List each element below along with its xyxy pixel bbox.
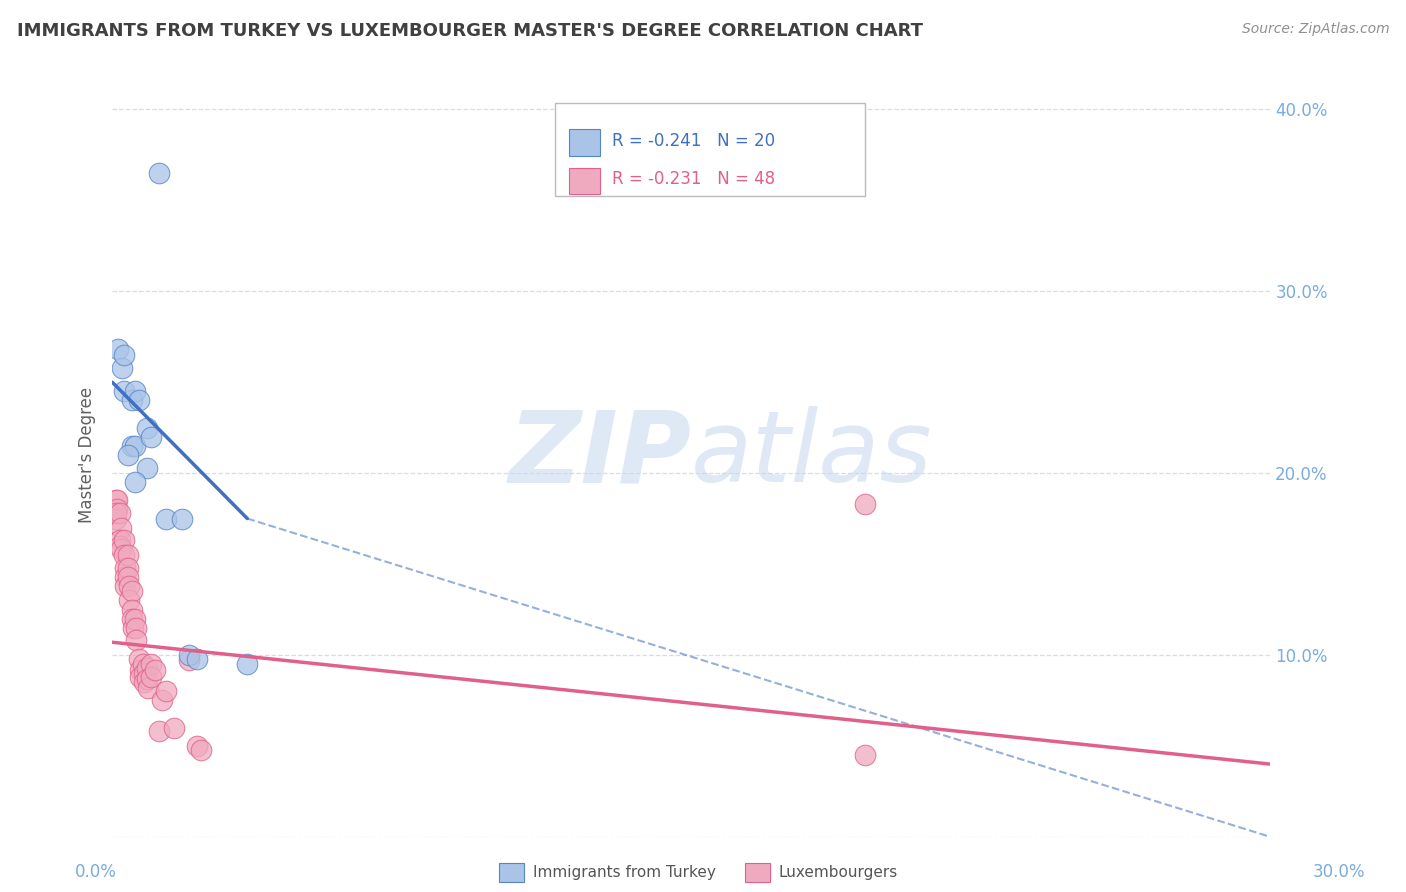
- Point: [112, 548, 135, 562]
- Point: [186, 739, 208, 753]
- Text: ZIP: ZIP: [509, 407, 692, 503]
- Point: [121, 584, 143, 599]
- Point: [110, 542, 132, 557]
- Point: [121, 602, 143, 616]
- Text: IMMIGRANTS FROM TURKEY VS LUXEMBOURGER MASTER'S DEGREE CORRELATION CHART: IMMIGRANTS FROM TURKEY VS LUXEMBOURGER M…: [17, 22, 922, 40]
- Point: [105, 502, 128, 516]
- Point: [110, 539, 132, 553]
- Point: [129, 670, 152, 684]
- Point: [124, 475, 146, 490]
- Point: [141, 670, 163, 684]
- Text: R = -0.231   N = 48: R = -0.231 N = 48: [612, 170, 775, 188]
- Point: [148, 166, 170, 180]
- Point: [124, 612, 146, 626]
- Point: [112, 533, 135, 548]
- Point: [110, 521, 132, 535]
- Point: [105, 493, 128, 508]
- Point: [105, 506, 128, 520]
- Point: [114, 560, 136, 574]
- Point: [114, 570, 136, 584]
- Point: [117, 570, 139, 584]
- Point: [111, 360, 134, 375]
- Point: [121, 393, 143, 408]
- Point: [105, 493, 128, 508]
- Point: [163, 721, 186, 735]
- Point: [124, 439, 146, 453]
- Point: [108, 506, 131, 520]
- Point: [132, 675, 155, 690]
- Point: [190, 742, 212, 756]
- Text: 30.0%: 30.0%: [1312, 863, 1365, 881]
- Point: [152, 693, 174, 707]
- Point: [118, 593, 141, 607]
- Point: [136, 420, 159, 434]
- Point: [125, 633, 148, 648]
- Point: [132, 657, 155, 671]
- Y-axis label: Master's Degree: Master's Degree: [79, 387, 96, 523]
- Point: [170, 511, 193, 525]
- Point: [136, 681, 159, 695]
- Point: [121, 621, 143, 635]
- Point: [128, 663, 150, 677]
- Point: [117, 560, 139, 574]
- Point: [121, 439, 143, 453]
- Point: [118, 579, 141, 593]
- Point: [148, 724, 170, 739]
- Point: [117, 548, 139, 562]
- Text: Luxembourgers: Luxembourgers: [779, 865, 898, 880]
- Point: [112, 348, 135, 362]
- Point: [236, 657, 259, 671]
- Text: R = -0.241   N = 20: R = -0.241 N = 20: [612, 132, 775, 150]
- Point: [112, 384, 135, 399]
- Point: [128, 393, 150, 408]
- Point: [155, 684, 177, 698]
- Point: [136, 460, 159, 475]
- Point: [105, 511, 128, 525]
- Point: [853, 497, 876, 511]
- Point: [132, 666, 155, 681]
- Point: [143, 663, 166, 677]
- Point: [108, 533, 131, 548]
- Point: [128, 651, 150, 665]
- Point: [179, 653, 201, 667]
- Point: [121, 612, 143, 626]
- Point: [124, 384, 146, 399]
- Point: [139, 657, 162, 671]
- Text: Source: ZipAtlas.com: Source: ZipAtlas.com: [1241, 22, 1389, 37]
- Text: atlas: atlas: [692, 407, 934, 503]
- Point: [853, 747, 876, 762]
- Point: [117, 448, 139, 462]
- Point: [125, 621, 148, 635]
- Text: Immigrants from Turkey: Immigrants from Turkey: [533, 865, 716, 880]
- Point: [179, 648, 201, 662]
- Point: [155, 511, 177, 525]
- Point: [136, 672, 159, 686]
- Point: [136, 661, 159, 675]
- Point: [114, 579, 136, 593]
- Point: [186, 651, 208, 665]
- Text: 0.0%: 0.0%: [75, 863, 117, 881]
- Point: [139, 430, 162, 444]
- Point: [107, 343, 129, 357]
